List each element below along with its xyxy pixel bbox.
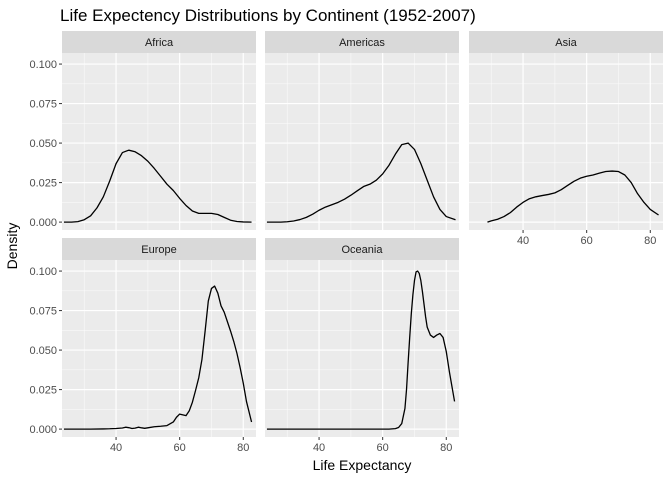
facet-europe: Europe 40 60 80 0.000 0.025 0.050 0.075 0.100 (29, 238, 256, 454)
x-tick-label: 40 (110, 442, 122, 454)
density-line-europe (63, 285, 253, 430)
x-tick-label: 40 (313, 442, 325, 454)
panel-background-americas (265, 53, 459, 230)
facet-label-africa: Africa (145, 37, 174, 49)
x-tick-label: 40 (517, 235, 529, 247)
y-tick-label: 0.025 (29, 178, 57, 190)
y-tick-label: 0.025 (29, 385, 57, 397)
x-tick-label: 60 (377, 442, 389, 454)
y-tick-label: 0.000 (29, 424, 57, 436)
x-tick-label: 80 (644, 235, 656, 247)
density-line-africa (63, 149, 252, 223)
chart-title: Life Expectency Distributions by Contine… (60, 6, 476, 25)
y-tick-label: 0.100 (29, 266, 57, 278)
y-tick-label: 0.075 (29, 306, 57, 318)
facet-label-americas: Americas (339, 37, 385, 49)
x-tick-label: 60 (581, 235, 593, 247)
density-line-americas (266, 142, 456, 223)
y-tick-label: 0.000 (29, 217, 57, 229)
y-tick-label: 0.050 (29, 345, 57, 357)
facet-label-asia: Asia (555, 37, 577, 49)
facet-americas: Americas (265, 31, 459, 230)
facet-label-europe: Europe (141, 244, 176, 256)
facet-panels: Africa 0.000 0.025 0.050 0.075 0.100 Americas A… (29, 31, 663, 454)
density-line-oceania (266, 270, 456, 430)
facet-oceania: Oceania 40 60 80 (265, 238, 459, 454)
panel-background-europe (62, 260, 256, 437)
x-tick-label: 80 (237, 442, 249, 454)
x-axis-title: Life Expectancy (313, 457, 412, 473)
facet-strip-americas (265, 31, 459, 53)
facet-strip-oceania (265, 238, 459, 260)
x-tick-label: 80 (440, 442, 452, 454)
y-tick-label: 0.050 (29, 138, 57, 150)
x-tick-label: 60 (174, 442, 186, 454)
facet-strip-asia (469, 31, 663, 53)
facet-strip-europe (62, 238, 256, 260)
facet-africa: Africa 0.000 0.025 0.050 0.075 0.100 (29, 31, 256, 230)
y-axis-title: Density (4, 223, 20, 270)
panel-background-africa (62, 53, 256, 230)
density-line-asia (487, 170, 659, 223)
facet-strip-africa (62, 31, 256, 53)
y-tick-label: 0.075 (29, 99, 57, 111)
panel-background-oceania (265, 260, 459, 437)
y-tick-label: 0.100 (29, 59, 57, 71)
facet-label-oceania: Oceania (342, 244, 384, 256)
panel-background-asia (469, 53, 663, 230)
facet-asia: Asia 40 60 80 (469, 31, 663, 247)
